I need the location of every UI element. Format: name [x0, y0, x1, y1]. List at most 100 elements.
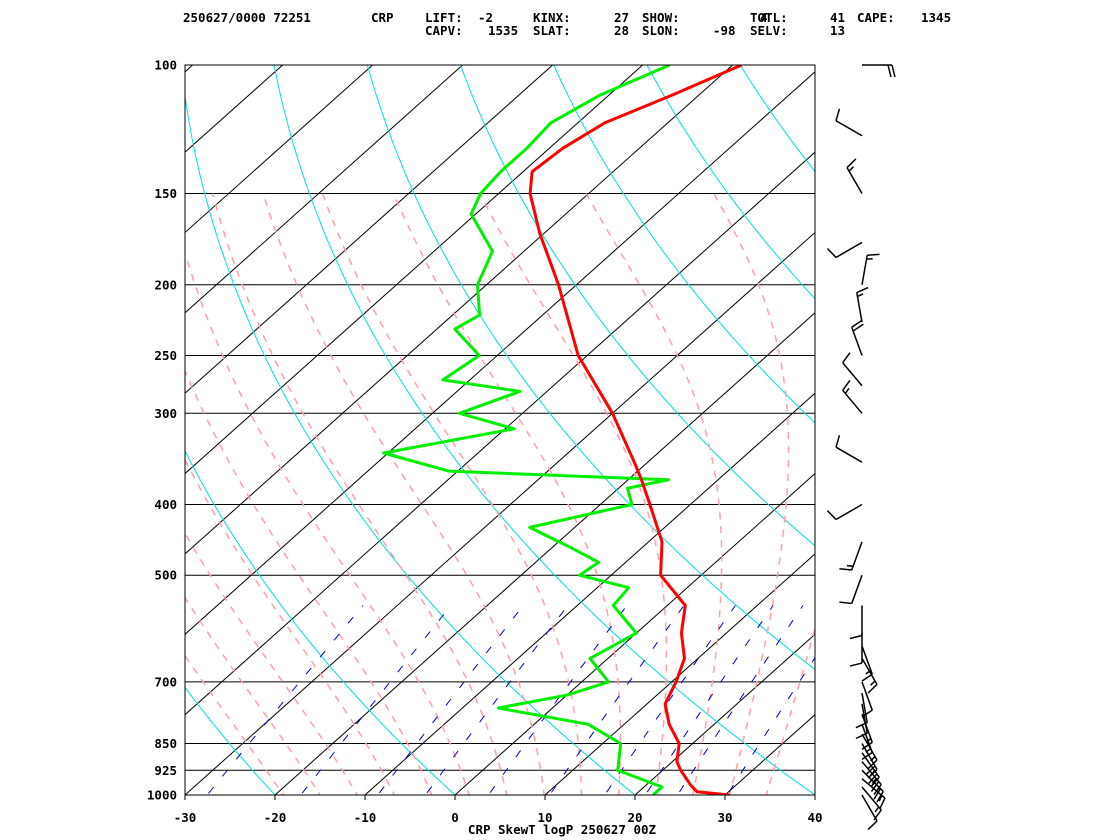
header-text-line1: 27 — [614, 10, 629, 25]
wind-barb-flag — [867, 253, 880, 256]
header-text-line1: TOTL: — [750, 10, 788, 25]
temperature-tick-label: 40 — [807, 810, 822, 825]
isotherm-line — [185, 65, 194, 73]
temperature-tick-label: -30 — [174, 810, 197, 825]
mixing-ratio-line — [377, 605, 524, 795]
wind-barb-staff — [846, 167, 863, 194]
header-text-line2: CAPV: — [425, 23, 463, 38]
wind-barb — [842, 379, 863, 414]
mixing-ratio-line — [548, 605, 685, 795]
wind-barb-staff — [861, 681, 873, 711]
header-text-line1: CAPE: — [857, 10, 895, 25]
wind-barb — [849, 633, 863, 667]
wind-barb — [839, 541, 863, 571]
wind-barb-staff — [856, 292, 863, 323]
wind-barb-flag — [826, 510, 837, 521]
dry-adiabat-line — [366, 65, 815, 671]
wind-barb-staff — [835, 503, 863, 521]
temperature-tick-label: 30 — [717, 810, 732, 825]
wind-barb-half-flag — [848, 166, 854, 172]
wind-barb-flag — [865, 765, 876, 776]
pressure-tick-label: 100 — [154, 58, 177, 73]
wind-barb-flag — [842, 379, 851, 391]
temperature-tick-label: -20 — [264, 810, 287, 825]
header-text-line2: -98 — [713, 23, 736, 38]
wind-barb-flag — [826, 248, 837, 258]
temperature-tick-label: 20 — [627, 810, 642, 825]
dry-adiabat-line — [0, 49, 107, 811]
dry-adiabat-line — [1098, 49, 1120, 811]
wind-barb-flag — [870, 781, 880, 792]
wind-barb-staff — [861, 255, 868, 285]
wind-barb-flag — [839, 601, 852, 605]
wind-barb-staff — [861, 713, 873, 743]
wind-barb — [862, 64, 896, 78]
wind-barb-half-flag — [844, 387, 850, 394]
isotherm-line — [0, 32, 50, 811]
pressure-tick-label: 150 — [154, 186, 177, 201]
pressure-tick-label: 400 — [154, 497, 177, 512]
wind-barb — [861, 681, 873, 718]
moist-adiabat-line — [185, 596, 322, 795]
wind-barb-flag — [839, 568, 852, 571]
moist-adiabat-line — [479, 193, 668, 795]
moist-adiabat-line — [585, 193, 723, 795]
isotherm-line — [185, 231, 815, 795]
wind-barb — [861, 786, 882, 821]
wind-barb-flag — [855, 721, 868, 729]
header-text-line2: SELV: — [750, 23, 788, 38]
wind-barb-flag — [842, 352, 851, 364]
wind-barb-staff — [851, 327, 863, 356]
wind-barb-half-flag — [865, 738, 872, 743]
dry-adiabat-line — [459, 65, 815, 547]
dry-adiabat-line — [273, 65, 815, 795]
wind-barb-flag — [849, 634, 863, 640]
moist-adiabat-line — [765, 625, 815, 795]
dry-adiabat-line — [739, 65, 815, 173]
wind-barb-flag — [849, 662, 863, 667]
wind-barb-staff — [861, 723, 873, 753]
wind-barb-flag — [867, 683, 878, 694]
header-text-line1: 1345 — [921, 10, 951, 25]
header-text-line1: -2 — [478, 10, 493, 25]
wind-barb-staff — [861, 786, 882, 811]
wind-barb-staff — [861, 645, 873, 675]
pressure-tick-label: 250 — [154, 348, 177, 363]
wind-barb-staff — [851, 574, 863, 604]
pressure-axis-labels: 1000 925 850 700 500 400 300 250 200 150 100 — [147, 58, 177, 803]
wind-barb-staff — [861, 703, 868, 734]
wind-barb — [846, 158, 863, 194]
wind-barb-half-flag — [846, 564, 854, 568]
header-text-line1: LIFT: — [425, 10, 463, 25]
wind-barb — [855, 703, 868, 740]
wind-barb-flag — [891, 64, 896, 78]
pressure-tick-label: 700 — [154, 674, 177, 689]
wind-barb — [826, 503, 863, 521]
wind-barb — [861, 723, 873, 760]
temperature-tick-label: 0 — [451, 810, 459, 825]
isotherm-line — [274, 312, 815, 795]
header-text-line1: CRP — [371, 10, 394, 25]
wind-barb-staff — [842, 389, 863, 414]
wind-barb-flag — [867, 759, 878, 770]
wind-barb — [855, 692, 868, 729]
isotherm-line — [544, 553, 815, 795]
moist-adiabat-line — [185, 368, 433, 795]
header-text-line1: KINX: — [533, 10, 571, 25]
wind-barb — [861, 794, 878, 831]
wind-barb-half-flag — [870, 680, 876, 686]
wind-barb — [826, 241, 863, 259]
isotherm-line — [364, 392, 815, 795]
wind-barb-flag — [867, 768, 878, 779]
pressure-tick-label: 850 — [154, 736, 177, 751]
wind-barb-flag — [873, 784, 882, 796]
wind-barb-flag — [861, 673, 873, 682]
wind-barb-flag — [846, 158, 857, 169]
wind-barb-flag — [835, 108, 841, 121]
wind-barb-staff — [842, 362, 863, 387]
moist-adiabat-line — [185, 458, 396, 795]
header-text-line2: 1535 — [488, 23, 518, 38]
wind-barb-flag — [835, 435, 841, 448]
header-text-line2: SLAT: — [533, 23, 571, 38]
wind-barb-flag — [887, 64, 892, 78]
